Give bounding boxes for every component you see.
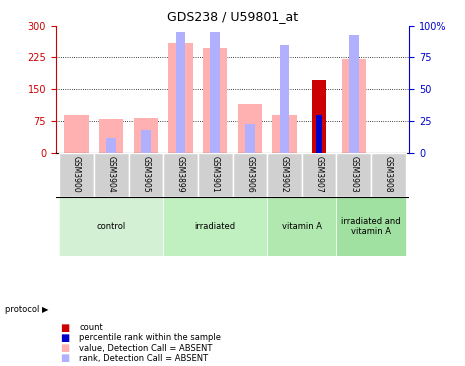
Bar xyxy=(141,130,151,153)
Bar xyxy=(99,119,123,153)
FancyBboxPatch shape xyxy=(302,153,337,197)
Bar xyxy=(312,80,326,153)
FancyBboxPatch shape xyxy=(267,197,337,256)
Bar xyxy=(210,32,220,153)
Text: GSM3903: GSM3903 xyxy=(349,156,358,193)
FancyBboxPatch shape xyxy=(59,153,94,197)
Text: GSM3899: GSM3899 xyxy=(176,156,185,193)
Bar xyxy=(316,115,322,153)
Bar xyxy=(168,44,193,153)
Title: GDS238 / U59801_at: GDS238 / U59801_at xyxy=(167,10,298,23)
Text: rank, Detection Call = ABSENT: rank, Detection Call = ABSENT xyxy=(79,354,208,363)
Text: ■: ■ xyxy=(60,333,70,343)
Bar xyxy=(279,45,289,153)
Bar xyxy=(203,48,227,153)
FancyBboxPatch shape xyxy=(267,153,302,197)
Bar xyxy=(349,34,359,153)
Text: GSM3906: GSM3906 xyxy=(246,156,254,193)
Text: GSM3907: GSM3907 xyxy=(315,156,324,193)
Text: GSM3908: GSM3908 xyxy=(384,156,393,193)
Text: ■: ■ xyxy=(60,343,70,353)
Text: vitamin A: vitamin A xyxy=(282,222,322,231)
Bar xyxy=(65,115,89,153)
Bar xyxy=(272,115,297,153)
Text: GSM3900: GSM3900 xyxy=(72,156,81,193)
Bar xyxy=(342,59,366,153)
FancyBboxPatch shape xyxy=(59,197,163,256)
Text: ■: ■ xyxy=(60,322,70,333)
FancyBboxPatch shape xyxy=(198,153,232,197)
FancyBboxPatch shape xyxy=(163,197,267,256)
Text: value, Detection Call = ABSENT: value, Detection Call = ABSENT xyxy=(79,344,213,352)
Bar xyxy=(176,32,186,153)
Bar xyxy=(106,138,116,153)
FancyBboxPatch shape xyxy=(371,153,406,197)
Text: count: count xyxy=(79,323,103,332)
FancyBboxPatch shape xyxy=(337,197,406,256)
FancyBboxPatch shape xyxy=(94,153,128,197)
Bar xyxy=(245,124,255,153)
Bar xyxy=(238,104,262,153)
Text: ■: ■ xyxy=(60,353,70,363)
Text: protocol ▶: protocol ▶ xyxy=(5,305,48,314)
Text: irradiated: irradiated xyxy=(195,222,236,231)
Bar xyxy=(134,118,158,153)
Text: irradiated and
vitamin A: irradiated and vitamin A xyxy=(341,217,401,236)
Text: GSM3904: GSM3904 xyxy=(107,156,116,193)
Text: percentile rank within the sample: percentile rank within the sample xyxy=(79,333,221,342)
Text: GSM3902: GSM3902 xyxy=(280,156,289,193)
FancyBboxPatch shape xyxy=(232,153,267,197)
Text: GSM3901: GSM3901 xyxy=(211,156,219,193)
FancyBboxPatch shape xyxy=(163,153,198,197)
FancyBboxPatch shape xyxy=(337,153,371,197)
Text: control: control xyxy=(97,222,126,231)
FancyBboxPatch shape xyxy=(128,153,163,197)
Text: GSM3905: GSM3905 xyxy=(141,156,150,193)
